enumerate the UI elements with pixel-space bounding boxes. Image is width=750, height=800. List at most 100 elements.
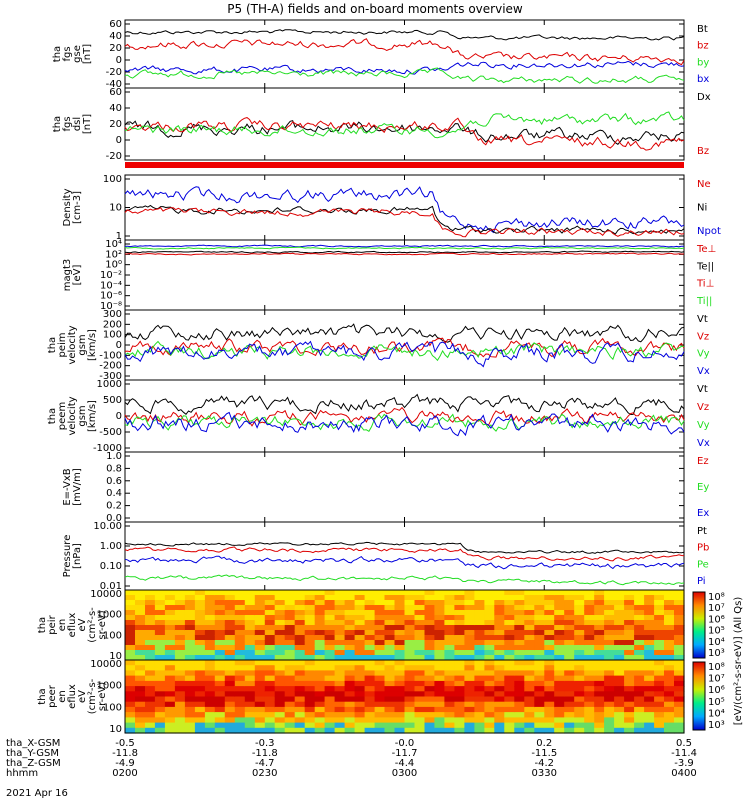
heatmap-cell	[135, 630, 146, 636]
heatmap-cell	[274, 722, 286, 729]
heatmap-cell	[174, 665, 186, 671]
heatmap-cell	[294, 655, 306, 661]
heatmap-cell	[145, 640, 156, 646]
heatmap-cell	[154, 680, 166, 687]
heatmap-cell	[634, 600, 645, 606]
heatmap-cell	[174, 686, 186, 692]
heatmap-cell	[594, 675, 605, 682]
orbit-row-value: 0200	[112, 768, 137, 779]
heatmap-cell	[574, 701, 585, 708]
heatmap-cell	[654, 605, 665, 611]
y-axis-label: tha	[47, 408, 58, 424]
heatmap-cell	[344, 625, 356, 631]
heatmap-cell	[374, 645, 386, 651]
heatmap-cell	[354, 691, 366, 698]
heatmap-cell	[284, 630, 296, 636]
heatmap-cell	[394, 655, 406, 661]
y-axis-label: [nT]	[82, 44, 93, 64]
orbit-row-value: -0.3	[255, 738, 275, 749]
heatmap-cell	[294, 717, 306, 724]
y-axis-label: Pressure	[62, 535, 73, 578]
heatmap-cell	[494, 625, 505, 631]
colorbar-tick: 10⁶	[708, 614, 725, 625]
heatmap-cell	[414, 605, 426, 611]
heatmap-cell	[284, 595, 296, 601]
heatmap-cell	[674, 655, 685, 661]
heatmap-cell	[654, 665, 665, 671]
heatmap-cell	[154, 605, 166, 611]
heatmap-cell	[674, 650, 685, 656]
heatmap-cell	[654, 590, 665, 596]
heatmap-cell	[604, 625, 615, 631]
heatmap-cell	[634, 630, 645, 636]
heatmap-cell	[234, 691, 246, 698]
heatmap-cell	[454, 635, 465, 641]
heatmap-cell	[135, 717, 146, 724]
heatmap-cell	[544, 696, 555, 703]
heatmap-cell	[154, 686, 166, 692]
heatmap-cell	[644, 706, 655, 713]
heatmap-cell	[584, 680, 595, 687]
heatmap-cell	[614, 635, 625, 641]
heatmap-cell	[614, 660, 625, 666]
heatmap-cell	[314, 620, 326, 626]
heatmap-cell	[624, 727, 635, 734]
heatmap-cell	[594, 712, 605, 718]
heatmap-cell	[284, 650, 296, 656]
heatmap-cell	[174, 712, 186, 718]
heatmap-cell	[364, 727, 376, 734]
heatmap-cell	[674, 605, 685, 611]
heatmap-cell	[524, 706, 535, 713]
heatmap-cell	[604, 630, 615, 636]
heatmap-cell	[314, 722, 326, 729]
heatmap-cell	[284, 665, 296, 671]
heatmap-cell	[614, 595, 625, 601]
heatmap-cell	[654, 630, 665, 636]
heatmap-cell	[544, 640, 555, 646]
heatmap-cell	[524, 696, 535, 703]
heatmap-cell	[244, 625, 256, 631]
colorbar-tick: 10⁸	[708, 662, 725, 673]
heatmap-cell	[614, 610, 625, 616]
heatmap-cell	[464, 680, 475, 687]
heatmap-cell	[514, 635, 525, 641]
heatmap-cell	[654, 610, 665, 616]
heatmap-cell	[324, 675, 336, 682]
heatmap-cell	[344, 717, 356, 724]
heatmap-cell	[454, 650, 465, 656]
heatmap-cell	[464, 712, 475, 718]
heatmap-cell	[324, 610, 336, 616]
heatmap-cell	[324, 645, 336, 651]
y-axis-label: [nPa]	[72, 543, 83, 569]
heatmap-cell	[254, 620, 266, 626]
heatmap-cell	[414, 645, 426, 651]
heatmap-cell	[184, 696, 196, 703]
heatmap-cell	[204, 696, 216, 703]
heatmap-cell	[125, 660, 136, 666]
heatmap-cell	[664, 696, 675, 703]
heatmap-cell	[334, 691, 346, 698]
heatmap-cell	[145, 712, 156, 718]
heatmap-cell	[264, 722, 276, 729]
heatmap-cell	[194, 605, 206, 611]
heatmap-cell	[384, 625, 396, 631]
y-tick-label: 0.2	[106, 501, 122, 512]
heatmap-cell	[634, 595, 645, 601]
heatmap-cell	[224, 590, 236, 596]
heatmap-cell	[354, 620, 366, 626]
heatmap-cell	[484, 706, 495, 713]
heatmap-cell	[404, 696, 416, 703]
heatmap-cell	[234, 680, 246, 687]
heatmap-cell	[344, 605, 356, 611]
heatmap-cell	[474, 670, 485, 677]
heatmap-cell	[354, 680, 366, 687]
heatmap-cell	[534, 696, 545, 703]
y-tick-label: 100	[103, 174, 122, 185]
heatmap-cell	[204, 640, 216, 646]
heatmap-cell	[214, 610, 226, 616]
heatmap-cell	[194, 620, 206, 626]
heatmap-cell	[454, 655, 465, 661]
heatmap-cell	[594, 655, 605, 661]
heatmap-cell	[314, 701, 326, 708]
